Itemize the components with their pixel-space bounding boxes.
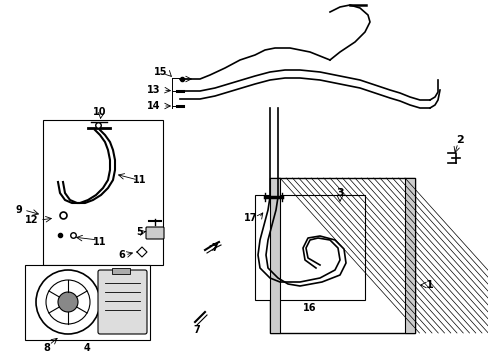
- Text: 10: 10: [93, 107, 106, 117]
- Text: 1: 1: [425, 280, 433, 290]
- Text: 15: 15: [153, 67, 167, 77]
- Text: 6: 6: [119, 250, 125, 260]
- FancyBboxPatch shape: [146, 227, 163, 239]
- Bar: [112, 268, 130, 274]
- FancyBboxPatch shape: [98, 270, 147, 334]
- Text: 2: 2: [455, 135, 463, 145]
- Text: 16: 16: [303, 303, 316, 313]
- Text: 4: 4: [83, 343, 90, 353]
- Circle shape: [46, 280, 90, 324]
- Text: 3: 3: [336, 188, 343, 198]
- Text: 13: 13: [146, 85, 160, 95]
- Bar: [25, 265, 150, 340]
- Bar: [404, 178, 414, 333]
- Text: 5: 5: [136, 227, 143, 237]
- Text: 8: 8: [43, 343, 50, 353]
- Bar: [254, 195, 364, 300]
- Circle shape: [58, 292, 78, 312]
- Bar: [43, 120, 163, 265]
- Bar: [269, 178, 414, 333]
- Text: 14: 14: [146, 101, 160, 111]
- Text: 17: 17: [243, 213, 257, 223]
- Bar: [269, 178, 280, 333]
- Text: 11: 11: [133, 175, 146, 185]
- Text: 11: 11: [93, 237, 106, 247]
- Circle shape: [36, 270, 100, 334]
- Text: 7: 7: [193, 325, 200, 335]
- Text: 7: 7: [211, 243, 218, 253]
- Text: 9: 9: [15, 205, 22, 215]
- Text: 12: 12: [24, 215, 38, 225]
